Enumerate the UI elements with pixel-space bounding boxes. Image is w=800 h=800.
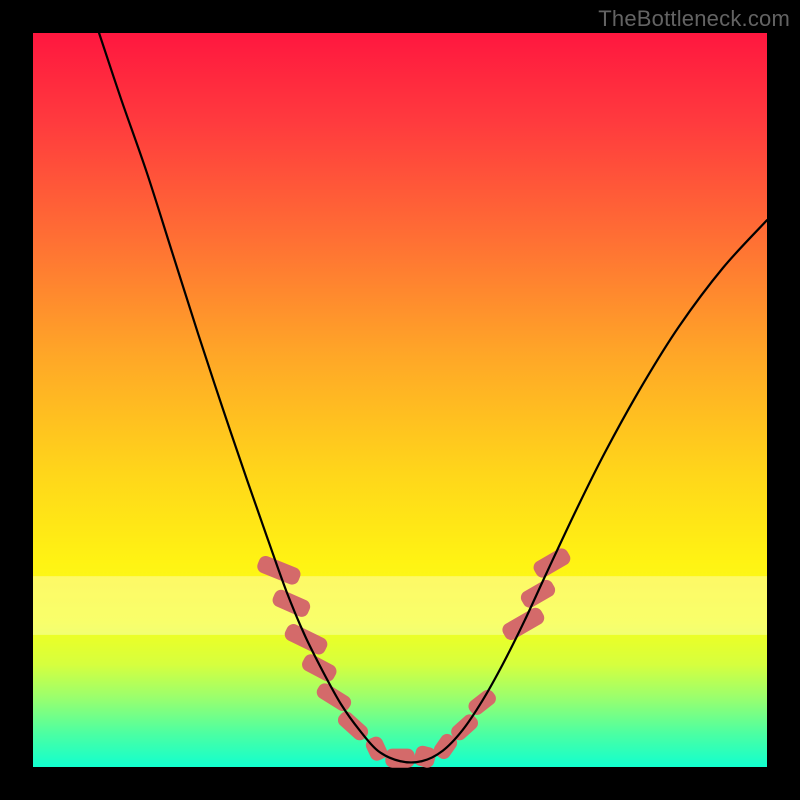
gradient-background	[33, 33, 767, 767]
plot-area	[33, 33, 767, 769]
highlight-band	[33, 576, 767, 635]
watermark-label: TheBottleneck.com	[598, 6, 790, 32]
chart-canvas: TheBottleneck.com	[0, 0, 800, 800]
chart-svg	[0, 0, 800, 800]
